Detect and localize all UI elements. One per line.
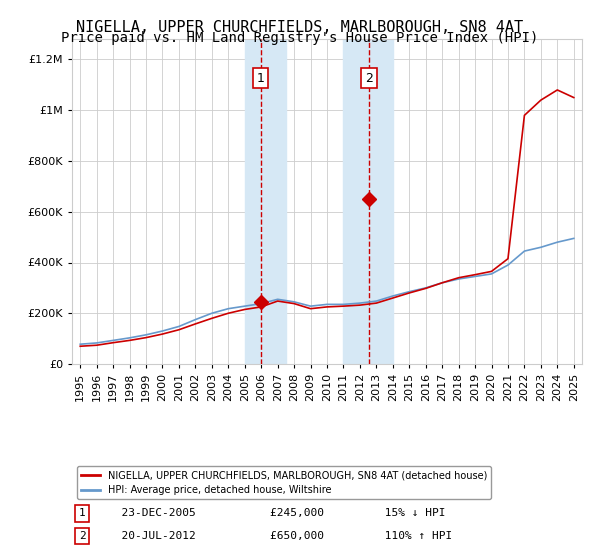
Text: 1: 1: [257, 72, 265, 85]
Text: 23-DEC-2005           £245,000         15% ↓ HPI: 23-DEC-2005 £245,000 15% ↓ HPI: [108, 508, 445, 519]
Text: NIGELLA, UPPER CHURCHFIELDS, MARLBOROUGH, SN8 4AT: NIGELLA, UPPER CHURCHFIELDS, MARLBOROUGH…: [76, 20, 524, 35]
Bar: [343, 39, 393, 364]
Text: 1: 1: [79, 508, 86, 519]
Legend: NIGELLA, UPPER CHURCHFIELDS, MARLBOROUGH, SN8 4AT (detached house), HPI: Average: NIGELLA, UPPER CHURCHFIELDS, MARLBOROUGH…: [77, 466, 491, 499]
Text: 20-JUL-2012           £650,000         110% ↑ HPI: 20-JUL-2012 £650,000 110% ↑ HPI: [108, 531, 452, 541]
Text: 2: 2: [365, 72, 373, 85]
Bar: [245, 39, 286, 364]
Text: Price paid vs. HM Land Registry's House Price Index (HPI): Price paid vs. HM Land Registry's House …: [61, 31, 539, 45]
Text: 2: 2: [79, 531, 86, 541]
